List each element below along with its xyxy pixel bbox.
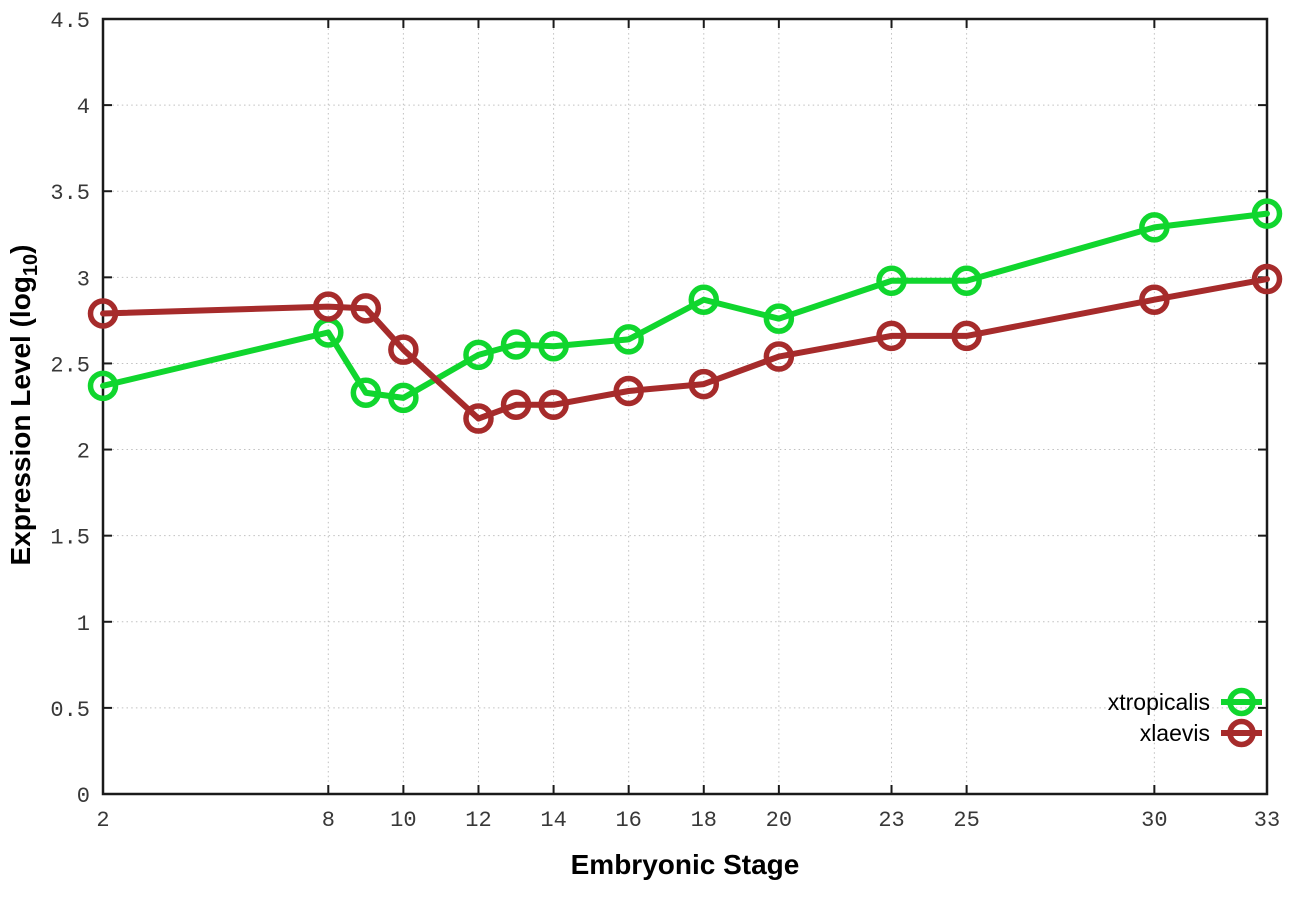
x-tick-label: 10: [390, 808, 416, 833]
data-point-xtropicalis: [688, 284, 720, 315]
y-tick-label: 2.5: [50, 353, 90, 378]
data-point-xtropicalis: [388, 382, 419, 414]
data-point-xlaevis: [1139, 284, 1170, 315]
data-point-xtropicalis: [500, 329, 532, 360]
series-line-xlaevis: [100, 276, 1270, 422]
y-tick-label: 2: [77, 440, 90, 465]
data-point-xlaevis: [87, 298, 119, 329]
y-tick-label: 4.5: [50, 9, 90, 34]
data-point-xlaevis: [951, 320, 982, 352]
legend-label-xtropicalis: xtropicalis: [1108, 689, 1210, 715]
data-point-xlaevis: [463, 403, 494, 434]
x-tick-label: 12: [465, 808, 491, 833]
data-point-xtropicalis: [1139, 212, 1170, 243]
x-tick-label: 23: [878, 808, 904, 833]
data-point-xlaevis: [350, 293, 382, 324]
data-point-xtropicalis: [613, 324, 644, 355]
data-point-xlaevis: [313, 291, 344, 322]
data-point-xtropicalis: [951, 265, 982, 297]
data-point-xtropicalis: [876, 265, 907, 297]
y-tick-label: 1: [77, 612, 90, 637]
data-point-xlaevis: [613, 375, 644, 407]
y-tick-label: 3.5: [50, 181, 90, 206]
x-tick-label: 30: [1141, 808, 1167, 833]
data-point-xtropicalis: [350, 377, 382, 408]
data-point-xtropicalis: [763, 303, 795, 334]
x-tick-label: 33: [1254, 808, 1280, 833]
legend-marker-xtropicalis: [1227, 687, 1256, 717]
data-point-xtropicalis: [1251, 198, 1283, 229]
x-tick-label: 14: [540, 808, 566, 833]
legend-label-xlaevis: xlaevis: [1140, 720, 1210, 746]
data-point-xlaevis: [876, 320, 907, 352]
data-point-xtropicalis: [463, 339, 494, 371]
y-tick-label: 3: [77, 267, 90, 292]
x-tick-label: 20: [766, 808, 792, 833]
data-point-xtropicalis: [87, 370, 119, 402]
y-tick-label: 1.5: [50, 526, 90, 551]
x-tick-label: 2: [96, 808, 109, 833]
x-tick-label: 8: [322, 808, 335, 833]
y-tick-label: 4: [77, 95, 90, 120]
y-tick-label: 0.5: [50, 698, 90, 723]
data-point-xlaevis: [388, 334, 419, 365]
data-point-xtropicalis: [538, 330, 569, 362]
data-point-xlaevis: [763, 341, 795, 372]
plot-border: [101, 17, 1269, 796]
x-axis-label: Embryonic Stage: [571, 849, 800, 880]
data-point-xlaevis: [688, 368, 720, 400]
legend-marker-xlaevis: [1227, 718, 1256, 748]
x-tick-label: 18: [691, 808, 717, 833]
data-point-xlaevis: [538, 389, 569, 421]
data-point-xlaevis: [500, 389, 532, 421]
x-tick-label: 25: [953, 808, 979, 833]
data-point-xlaevis: [1251, 263, 1283, 295]
y-axis-label: Expression Level (log10): [5, 245, 42, 566]
y-tick-label: 0: [77, 784, 90, 809]
x-tick-label: 16: [615, 808, 641, 833]
